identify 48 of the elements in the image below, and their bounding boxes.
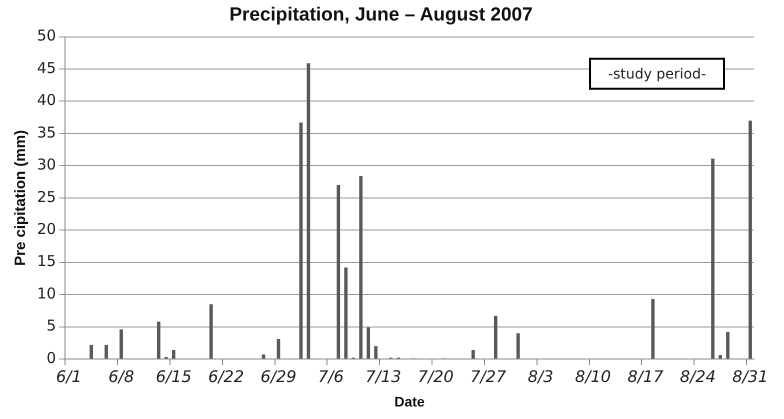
x-tick-label: 6/15 xyxy=(156,366,192,386)
x-tick-label: 6/1 xyxy=(56,366,82,386)
x-tick-label: 7/27 xyxy=(470,366,507,386)
x-tick-label: 8/17 xyxy=(627,366,664,386)
bar xyxy=(172,350,176,358)
bar xyxy=(516,333,520,358)
bar xyxy=(726,332,730,358)
y-tick-label: 25 xyxy=(36,188,56,206)
bar xyxy=(748,120,752,358)
y-axis-title: Pre cipitation (mm) xyxy=(12,130,30,266)
bar xyxy=(209,304,213,358)
y-tick-label: 20 xyxy=(36,220,56,238)
bar xyxy=(104,344,108,358)
bar xyxy=(359,176,363,358)
x-tick-label: 8/31 xyxy=(732,366,768,386)
bar xyxy=(336,185,340,358)
y-tick-label: 35 xyxy=(36,123,56,142)
x-tick-label: 7/6 xyxy=(318,366,344,386)
annotation: -study period- xyxy=(608,66,706,82)
bar xyxy=(494,316,498,358)
bar xyxy=(366,327,370,358)
x-tick-label: 6/22 xyxy=(208,366,244,386)
bar xyxy=(157,322,160,358)
x-tick-label: 6/29 xyxy=(260,366,296,386)
x-tick-label: 8/24 xyxy=(680,366,716,386)
x-tick-label: 8/3 xyxy=(528,366,554,386)
bar xyxy=(344,267,348,358)
chart-title: Precipitation, June – August 2007 xyxy=(229,4,533,26)
y-tick-label: 30 xyxy=(36,156,56,174)
x-tick-label: 8/10 xyxy=(575,366,611,386)
y-tick-label: 10 xyxy=(36,284,56,302)
bar xyxy=(718,355,722,358)
x-axis-title: Date xyxy=(394,393,425,410)
bar xyxy=(472,350,475,358)
y-tick-label: 40 xyxy=(36,91,56,110)
x-tick-label: 6/8 xyxy=(108,366,134,386)
bar xyxy=(711,158,714,358)
x-tick-label: 7/13 xyxy=(365,366,402,386)
bar xyxy=(120,329,123,358)
bar xyxy=(651,299,655,358)
x-tick-label: 7/20 xyxy=(418,366,454,386)
y-tick-label: 45 xyxy=(36,58,56,77)
y-tick-label: 5 xyxy=(46,316,56,335)
bar xyxy=(90,344,93,358)
y-tick-label: 15 xyxy=(36,252,56,270)
y-tick-label: 0 xyxy=(46,348,56,367)
y-tick-label: 50 xyxy=(36,26,56,45)
bar xyxy=(374,346,378,358)
